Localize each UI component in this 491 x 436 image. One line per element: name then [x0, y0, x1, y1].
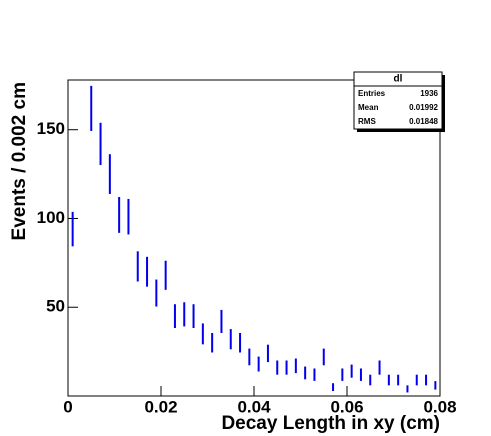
- x-tick-label: 0.08: [423, 397, 456, 416]
- x-tick-label: 0.02: [144, 397, 177, 416]
- stat-label: Mean: [358, 103, 379, 112]
- x-tick-label: 0.06: [330, 397, 363, 416]
- y-tick-label: 150: [37, 119, 65, 138]
- stat-value: 1936: [420, 89, 438, 98]
- y-tick-label: 100: [37, 208, 65, 227]
- x-tick-label: 0.04: [237, 397, 271, 416]
- y-tick-label: 50: [46, 297, 65, 316]
- stat-label: RMS: [358, 117, 376, 126]
- stat-value: 0.01992: [409, 103, 438, 112]
- stat-value: 0.01848: [409, 117, 438, 126]
- x-tick-label: 0: [63, 397, 72, 416]
- stats-box: dl: [353, 71, 445, 132]
- stats-title: dl: [394, 74, 403, 85]
- stats-frame: [353, 71, 443, 130]
- stat-label: Entries: [358, 89, 386, 98]
- x-axis-title: Decay Length in xy (cm): [221, 413, 440, 434]
- y-axis-title: Events / 0.002 cm: [9, 82, 30, 240]
